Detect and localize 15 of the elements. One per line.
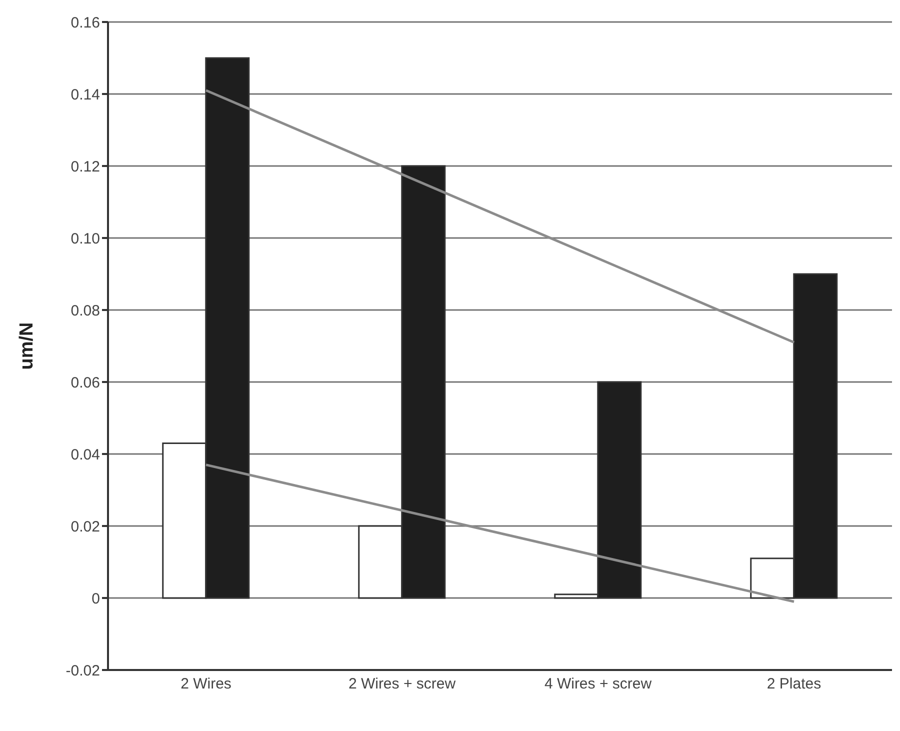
y-tick-label: 0.16 [70,14,100,32]
y-tick-label: 0.12 [70,158,100,176]
y-tick-label: 0.10 [70,230,100,248]
y-axis-title: um/N [16,322,38,370]
y-tick-label: 0.08 [70,302,100,320]
x-tick-label: 2 Wires [180,676,232,693]
y-tick-label: 0.06 [70,374,100,392]
x-tick-label: 2 Plates [766,676,822,693]
y-tick-label: 0.04 [70,446,100,464]
x-tick-label: 4 Wires + screw [544,676,652,693]
x-tick-label: 2 Wires + screw [348,676,456,693]
y-tick-label: 0.14 [70,86,100,104]
y-tick-label: 0 [92,590,100,608]
y-tick-label: -0.02 [66,662,100,680]
y-tick-label: 0.02 [70,518,100,536]
